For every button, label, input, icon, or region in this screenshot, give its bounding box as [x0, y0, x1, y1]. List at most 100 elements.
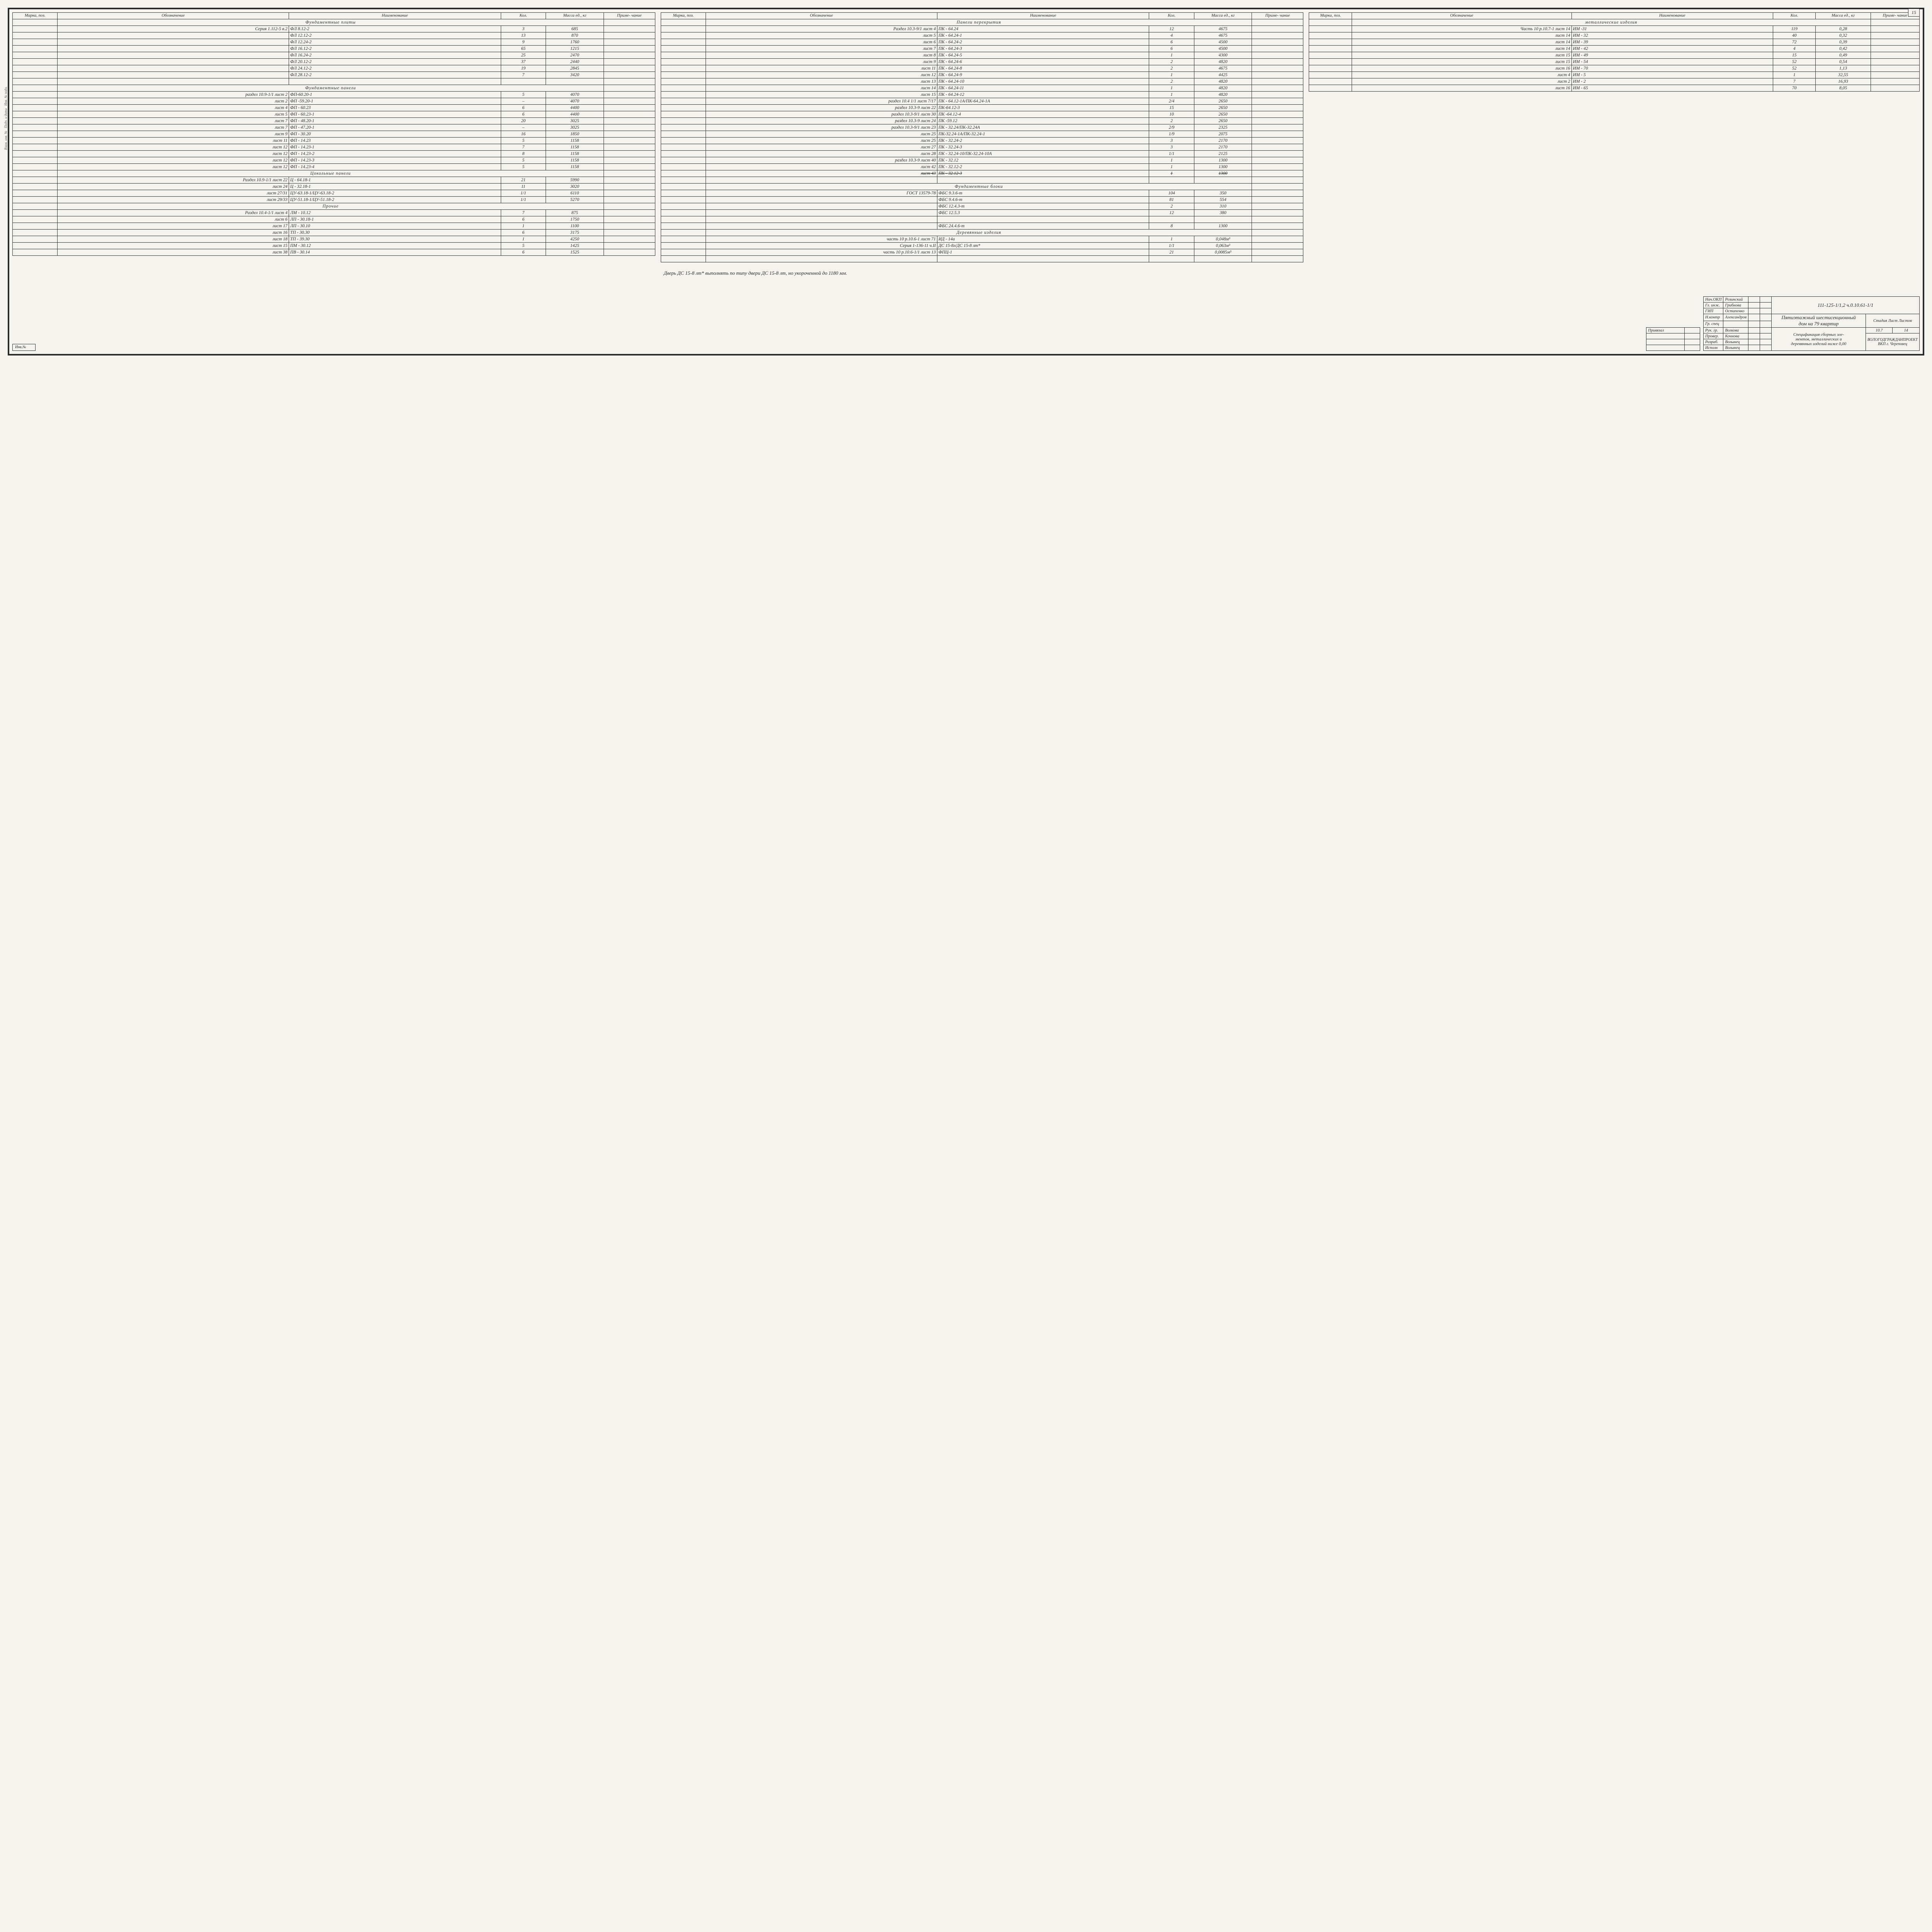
- designation-cell: Серия 1-136-11 ч.II: [706, 243, 937, 249]
- table-row: часть 10 р.10.6-1 лист 71 ИД - 14а 1 0,0…: [661, 236, 1303, 243]
- designation-cell: лист 14: [706, 85, 937, 92]
- qty-cell: 5: [501, 138, 546, 144]
- qty-cell: [501, 78, 546, 85]
- mass-cell: [1194, 256, 1252, 262]
- designation-cell: лист 27/31: [58, 190, 289, 197]
- mass-cell: 2075: [1194, 131, 1252, 138]
- designation-cell: лист 2: [1352, 78, 1572, 85]
- table-row: Раздел 10.3-9/1 лист 4 ПК - 64.24 12 467…: [661, 26, 1303, 32]
- mass-cell: 2650: [1194, 111, 1252, 118]
- name-cell: ЛП - 30.18-1: [289, 216, 501, 223]
- qty-cell: 5: [501, 157, 546, 164]
- designation-cell: [58, 65, 289, 72]
- qty-cell: 6: [501, 230, 546, 236]
- mass-cell: 1158: [546, 151, 604, 157]
- designation-cell: лист 7: [58, 124, 289, 131]
- mass-cell: 4820: [1194, 85, 1252, 92]
- designation-cell: лист 14: [1352, 46, 1572, 52]
- table-row: лист 27/31 ЦУ-63.18-1/ЦУ-63.18-2 1/1 611…: [13, 190, 655, 197]
- qty-cell: 65: [501, 46, 546, 52]
- mass-cell: 5270: [546, 197, 604, 203]
- designation-cell: лист 12: [58, 144, 289, 151]
- table-row: лист 25 ПК-32.24-1А/ПК-32.24-1 1/9 2075: [661, 131, 1303, 138]
- qty-cell: 6: [1149, 39, 1194, 46]
- qty-cell: 13: [501, 32, 546, 39]
- mass-cell: 1750: [546, 216, 604, 223]
- spec-table: Марка, поз. Обозначение Наименование Кол…: [1309, 12, 1920, 92]
- table-row: лист 7 ПК - 64.24-3 6 4500: [661, 46, 1303, 52]
- mass-cell: 32,55: [1816, 72, 1871, 78]
- name-cell: ФП -59.20-1: [289, 98, 501, 105]
- table-row: лист 12 ФП - 14.23-1 7 1158: [13, 144, 655, 151]
- mass-cell: 3020: [546, 184, 604, 190]
- name-cell: ФЛ 16.24-2: [289, 52, 501, 59]
- qty-cell: 7: [1773, 78, 1816, 85]
- qty-cell: 1: [1149, 72, 1194, 78]
- drawing-code: 111-125-1/1,2 ч.0.10.61-1/1: [1772, 297, 1920, 314]
- mass-cell: 6110: [546, 190, 604, 197]
- designation-cell: раздел 10.4 1/1 лист 7/17: [706, 98, 937, 105]
- qty-cell: 12: [1149, 26, 1194, 32]
- table-row: лист 11 ПК - 64.24-8 2 4675: [661, 65, 1303, 72]
- table-row: ФБС 12.5.3 12 380: [661, 210, 1303, 216]
- name-cell: ИМ - 39: [1571, 39, 1773, 46]
- table-row: ФБС 12.4.3-т 2 310: [661, 203, 1303, 210]
- qty-cell: 15: [1773, 52, 1816, 59]
- name-cell: ПК - 64.24-2: [937, 39, 1149, 46]
- designation-cell: [58, 52, 289, 59]
- section-header-row: Фундаментные блоки: [661, 184, 1303, 190]
- name-cell: ПК - 32.24-10/ПК-32.24-10А: [937, 151, 1149, 157]
- qty-cell: 5: [501, 243, 546, 249]
- spec-columns: Марка, поз. Обозначение Наименование Кол…: [12, 12, 1920, 277]
- mass-cell: 4070: [546, 92, 604, 98]
- mass-cell: 3025: [546, 118, 604, 124]
- qty-cell: 1: [1149, 52, 1194, 59]
- name-cell: ПК - 64.24: [937, 26, 1149, 32]
- table-row: раздел 10.3-9 лист 22 ПК-64.12-3 15 2650: [661, 105, 1303, 111]
- qty-cell: 5: [501, 92, 546, 98]
- mass-cell: 310: [1194, 203, 1252, 210]
- table-row: лист 2 ИМ - 2 7 16,93: [1309, 78, 1920, 85]
- designation-cell: лист 27: [706, 144, 937, 151]
- binding-note: Взам. инв. № Подп. и дата Инв. № подл.: [4, 87, 8, 150]
- designation-cell: Раздел 10.3-9/1 лист 4: [706, 26, 937, 32]
- designation-cell: лист 12: [58, 157, 289, 164]
- table-row: лист 12 ФП - 14.23-2 8 1158: [13, 151, 655, 157]
- table-row: лист 15 ПК - 64.24-12 1 4820: [661, 92, 1303, 98]
- designation-cell: [58, 72, 289, 78]
- mass-cell: 4300: [1194, 52, 1252, 59]
- table-row: лист 27 ПК - 32.24-3 3 2170: [661, 144, 1303, 151]
- qty-cell: 10: [1149, 111, 1194, 118]
- qty-cell: –: [501, 98, 546, 105]
- qty-cell: 7: [501, 210, 546, 216]
- qty-cell: 6: [501, 105, 546, 111]
- designation-cell: [706, 216, 937, 223]
- name-cell: ИД - 14а: [937, 236, 1149, 243]
- qty-cell: 2: [1149, 118, 1194, 124]
- inv-number-box: Инв.№: [12, 344, 36, 351]
- qty-cell: 3: [1149, 144, 1194, 151]
- designation-cell: часть 10 р.10.6-1 лист 71: [706, 236, 937, 243]
- designation-cell: [706, 197, 937, 203]
- designation-cell: лист 14: [1352, 32, 1572, 39]
- designation-cell: [58, 46, 289, 52]
- mass-cell: 0,048м³: [1194, 236, 1252, 243]
- qty-cell: 4: [1773, 46, 1816, 52]
- mass-cell: 8,05: [1816, 85, 1871, 92]
- mass-cell: 4425: [1194, 72, 1252, 78]
- organization: ВОЛОГОДГРАЖДАНПРОЕКТВКП г. Череповец: [1866, 333, 1919, 351]
- name-cell: ФБС 24.4.6-т: [937, 223, 1149, 230]
- designation-cell: лист 6: [58, 216, 289, 223]
- designation-cell: лист 16: [1352, 65, 1572, 72]
- name-cell: ПК - 32.24/ПК-32.24А: [937, 124, 1149, 131]
- mass-cell: 2170: [1194, 138, 1252, 144]
- table-row: лист 15 ИМ - 49 15 0,49: [1309, 52, 1920, 59]
- table-row: ФЛ 24.12-2 19 2845: [13, 65, 655, 72]
- mass-cell: 3025: [546, 124, 604, 131]
- table-row: ФЛ 12.12-2 13 870: [13, 32, 655, 39]
- mass-cell: 4675: [1194, 65, 1252, 72]
- designation-cell: лист 15: [1352, 59, 1572, 65]
- qty-cell: 1: [1149, 164, 1194, 170]
- name-cell: ФП - 14.23-1: [289, 144, 501, 151]
- name-cell: ПК - 64.12-1А/ПК-64.24-1А: [937, 98, 1149, 105]
